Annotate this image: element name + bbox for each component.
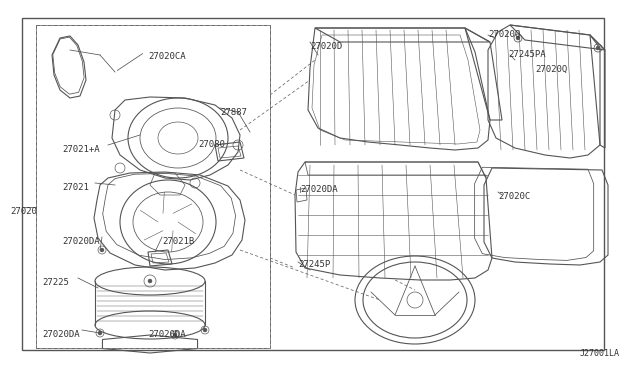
- Circle shape: [203, 328, 207, 332]
- Text: 27020DA: 27020DA: [300, 185, 338, 194]
- Circle shape: [516, 36, 520, 40]
- Text: 27245PA: 27245PA: [508, 50, 546, 59]
- Text: 27020Q: 27020Q: [488, 30, 520, 39]
- Text: J27001LA: J27001LA: [580, 349, 620, 358]
- Circle shape: [596, 46, 600, 50]
- Text: 27021+A: 27021+A: [62, 145, 100, 154]
- Circle shape: [98, 331, 102, 335]
- Text: 27887: 27887: [220, 108, 247, 117]
- Text: 27020C: 27020C: [498, 192, 531, 201]
- Circle shape: [173, 333, 177, 337]
- Text: 27021: 27021: [62, 183, 89, 192]
- Text: 27020DA: 27020DA: [42, 330, 79, 339]
- Text: 27080: 27080: [198, 140, 225, 149]
- Text: 27020: 27020: [10, 207, 37, 216]
- Text: 27020DA: 27020DA: [62, 237, 100, 246]
- Text: 27020Q: 27020Q: [535, 65, 567, 74]
- Circle shape: [100, 248, 104, 252]
- Text: 27020CA: 27020CA: [148, 52, 186, 61]
- Text: 27245P: 27245P: [298, 260, 330, 269]
- Text: 27225: 27225: [42, 278, 69, 287]
- Text: 27020D: 27020D: [310, 42, 342, 51]
- Text: 27020DA: 27020DA: [148, 330, 186, 339]
- Text: 27021B: 27021B: [162, 237, 195, 246]
- Circle shape: [148, 279, 152, 283]
